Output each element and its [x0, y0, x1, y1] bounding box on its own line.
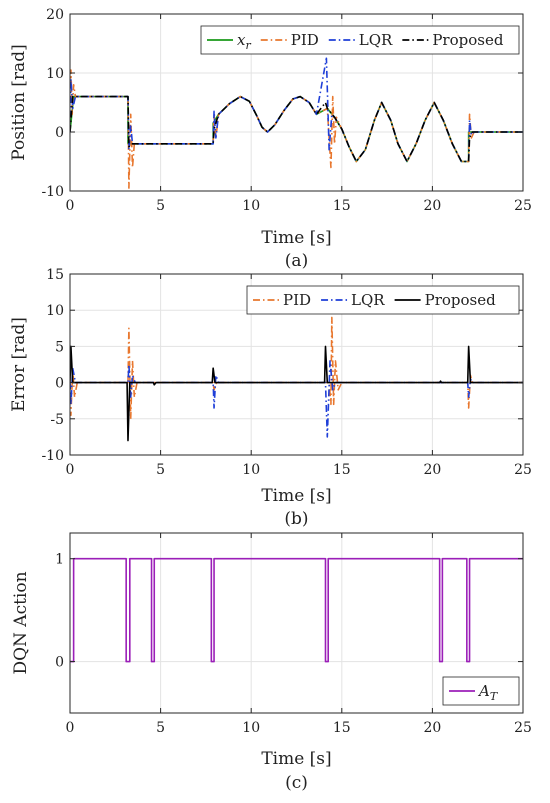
legend-entry-label: PID [291, 31, 319, 49]
y-tick-label: -10 [41, 184, 64, 200]
legend-entry-label: Proposed [432, 31, 504, 49]
y-axis-label: DQN Action [11, 571, 31, 674]
series-line-pid [70, 69, 523, 189]
x-tick-label: 20 [423, 462, 441, 478]
y-tick-label: -10 [41, 448, 64, 464]
legend-box [200, 25, 520, 55]
axes-box [69, 273, 524, 456]
x-tick-label: 0 [66, 198, 75, 214]
x-tick-label: 0 [66, 720, 75, 736]
x-axis-label: Time [s] [261, 228, 331, 248]
legend-entry-label: LQR [351, 291, 385, 309]
x-axis-label: Time [s] [261, 749, 331, 769]
legend: AT [442, 676, 520, 706]
x-tick-label: 15 [333, 198, 351, 214]
x-tick-label: 25 [514, 720, 532, 736]
x-tick-label: 20 [423, 198, 441, 214]
series-line-proposed [70, 95, 523, 163]
y-tick-label: -5 [50, 412, 64, 428]
x-tick-label: 5 [156, 720, 165, 736]
y-tick-label: 0 [55, 376, 64, 392]
panel-caption: (c) [285, 773, 308, 793]
x-tick-label: 20 [423, 720, 441, 736]
x-tick-label: 10 [242, 720, 260, 736]
legend-entry-label: LQR [359, 31, 393, 49]
y-axis-label: Position [rad] [9, 44, 29, 160]
x-tick-label: 10 [242, 198, 260, 214]
y-tick-label: 10 [46, 66, 64, 82]
legend-entry-label: xr [237, 31, 251, 52]
legend-box [246, 285, 520, 315]
axes-box [69, 13, 524, 192]
axes-box [69, 532, 524, 714]
panel-caption: (b) [284, 509, 308, 529]
legend-entry-label: AT [477, 682, 499, 703]
legend: xr PID LQR Proposed [200, 25, 520, 55]
x-tick-label: 15 [333, 720, 351, 736]
x-tick-label: 15 [333, 462, 351, 478]
y-tick-label: 1 [55, 552, 64, 568]
x-axis-label: Time [s] [261, 486, 331, 506]
series-line-proposed [70, 345, 523, 442]
y-tick-label: 10 [46, 303, 64, 319]
y-tick-label: 5 [55, 339, 64, 355]
y-tick-label: 0 [55, 125, 64, 141]
x-tick-label: 5 [156, 462, 165, 478]
y-tick-label: 15 [46, 267, 64, 283]
legend-entry-label: Proposed [425, 291, 497, 309]
x-tick-label: 0 [66, 462, 75, 478]
x-tick-label: 25 [514, 198, 532, 214]
legend: PID LQR Proposed [246, 285, 520, 315]
x-tick-label: 10 [242, 462, 260, 478]
legend-entry-label: PID [283, 291, 311, 309]
y-tick-label: 0 [55, 655, 64, 671]
y-tick-label: 20 [46, 7, 64, 23]
x-tick-label: 5 [156, 198, 165, 214]
chart-panel-3: 0 5 10 15 20 25 0 1 Time [s] DQN Action (c) AT [11, 532, 532, 793]
y-axis-label: Error [rad] [9, 317, 29, 412]
panel-caption: (a) [285, 251, 308, 271]
series-line-a-t [70, 557, 523, 663]
x-tick-label: 25 [514, 462, 532, 478]
